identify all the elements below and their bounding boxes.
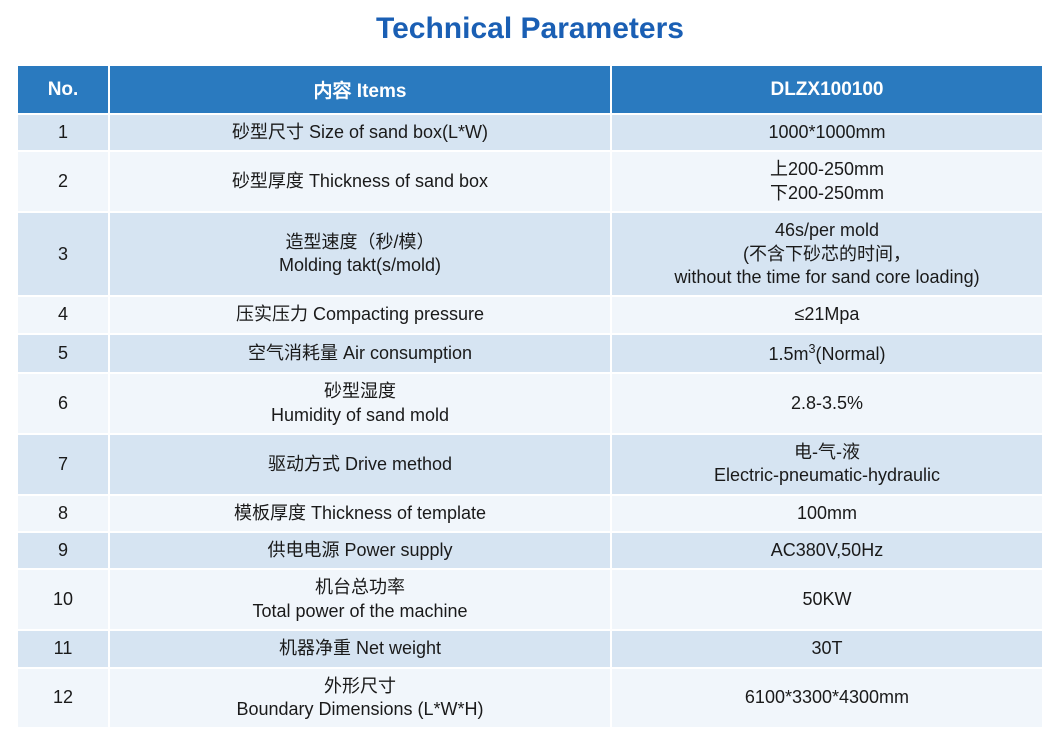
table-row: 12外形尺寸Boundary Dimensions (L*W*H)6100*33…	[18, 669, 1042, 728]
table-row: 9供电电源 Power supplyAC380V,50Hz	[18, 533, 1042, 568]
table-row: 5空气消耗量 Air consumption1.5m3(Normal)	[18, 335, 1042, 372]
table-row: 6砂型湿度Humidity of sand mold2.8-3.5%	[18, 374, 1042, 433]
cell-value: 2.8-3.5%	[612, 374, 1042, 433]
cell-item: 砂型尺寸 Size of sand box(L*W)	[110, 115, 610, 150]
table-row: 10机台总功率Total power of the machine50KW	[18, 570, 1042, 629]
cell-item: 驱动方式 Drive method	[110, 435, 610, 494]
cell-no: 7	[18, 435, 108, 494]
cell-no: 11	[18, 631, 108, 666]
table-row: 11机器净重 Net weight30T	[18, 631, 1042, 666]
cell-value: 50KW	[612, 570, 1042, 629]
cell-value: AC380V,50Hz	[612, 533, 1042, 568]
cell-no: 3	[18, 213, 108, 295]
col-header-no: No.	[18, 66, 108, 113]
col-header-value: DLZX100100	[612, 66, 1042, 113]
cell-item: 供电电源 Power supply	[110, 533, 610, 568]
cell-value: 电-气-液Electric-pneumatic-hydraulic	[612, 435, 1042, 494]
cell-no: 8	[18, 496, 108, 531]
cell-item: 砂型厚度 Thickness of sand box	[110, 152, 610, 211]
cell-no: 2	[18, 152, 108, 211]
cell-value: 46s/per mold(不含下砂芯的时间，without the time f…	[612, 213, 1042, 295]
parameters-table: No. 内容 Items DLZX100100 1砂型尺寸 Size of sa…	[16, 64, 1044, 729]
col-header-items: 内容 Items	[110, 66, 610, 113]
cell-item: 砂型湿度Humidity of sand mold	[110, 374, 610, 433]
cell-no: 1	[18, 115, 108, 150]
cell-item: 模板厚度 Thickness of template	[110, 496, 610, 531]
page-title: Technical Parameters	[0, 0, 1060, 64]
cell-no: 4	[18, 297, 108, 332]
cell-item: 机台总功率Total power of the machine	[110, 570, 610, 629]
table-row: 2砂型厚度 Thickness of sand box上200-250mm下20…	[18, 152, 1042, 211]
table-row: 1砂型尺寸 Size of sand box(L*W)1000*1000mm	[18, 115, 1042, 150]
cell-value: 1.5m3(Normal)	[612, 335, 1042, 372]
cell-no: 6	[18, 374, 108, 433]
cell-item: 外形尺寸Boundary Dimensions (L*W*H)	[110, 669, 610, 728]
cell-no: 12	[18, 669, 108, 728]
cell-item: 压实压力 Compacting pressure	[110, 297, 610, 332]
cell-value: 30T	[612, 631, 1042, 666]
cell-no: 5	[18, 335, 108, 372]
table-row: 8模板厚度 Thickness of template100mm	[18, 496, 1042, 531]
cell-item: 造型速度（秒/模）Molding takt(s/mold)	[110, 213, 610, 295]
cell-value: 上200-250mm下200-250mm	[612, 152, 1042, 211]
cell-item: 空气消耗量 Air consumption	[110, 335, 610, 372]
table-header-row: No. 内容 Items DLZX100100	[18, 66, 1042, 113]
cell-value: 1000*1000mm	[612, 115, 1042, 150]
table-row: 7驱动方式 Drive method电-气-液Electric-pneumati…	[18, 435, 1042, 494]
cell-no: 10	[18, 570, 108, 629]
table-row: 3造型速度（秒/模）Molding takt(s/mold)46s/per mo…	[18, 213, 1042, 295]
cell-item: 机器净重 Net weight	[110, 631, 610, 666]
cell-value: ≤21Mpa	[612, 297, 1042, 332]
cell-value: 6100*3300*4300mm	[612, 669, 1042, 728]
cell-value: 100mm	[612, 496, 1042, 531]
table-row: 4压实压力 Compacting pressure≤21Mpa	[18, 297, 1042, 332]
cell-no: 9	[18, 533, 108, 568]
